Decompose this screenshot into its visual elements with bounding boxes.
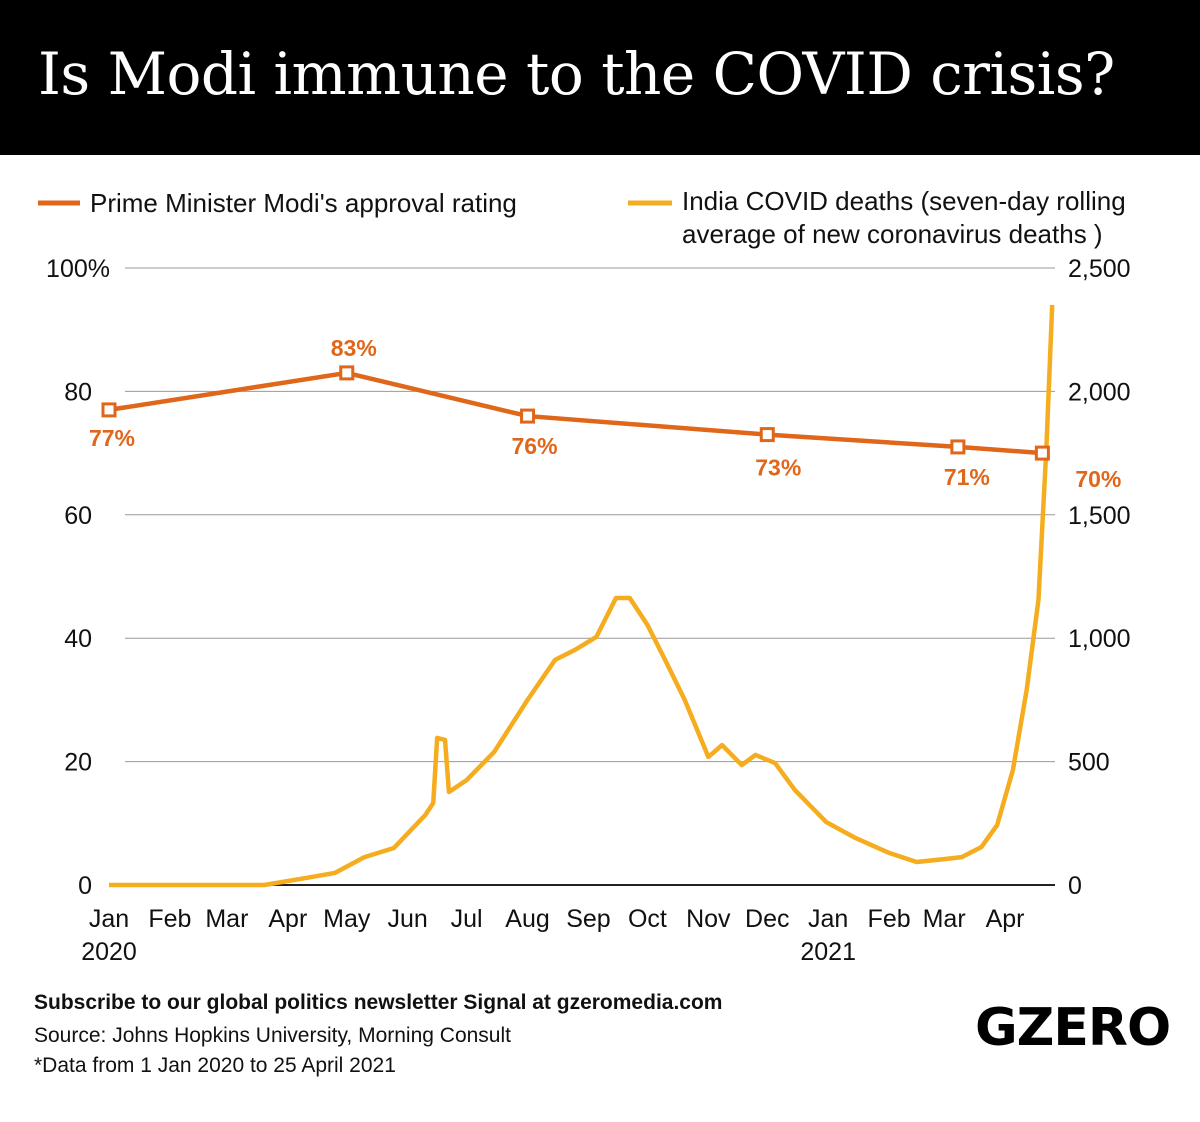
x-tick-label: Mar: [205, 905, 248, 933]
x-tick-label: Nov: [686, 905, 731, 933]
approval-marker: [101, 402, 117, 418]
approval-data-label: 70%: [1075, 466, 1121, 492]
x-year-label: 2021: [800, 938, 856, 966]
approval-data-label: 83%: [331, 335, 377, 361]
x-tick-label: Aug: [505, 905, 549, 933]
approval-data-label: 73%: [755, 455, 801, 481]
approval-marker: [339, 365, 355, 381]
left-tick-label: 20: [64, 749, 92, 777]
approval-data-label: 71%: [944, 464, 990, 490]
deaths-series: [109, 304, 1055, 888]
x-tick-label: Dec: [745, 905, 789, 933]
x-tick-label: Feb: [868, 905, 911, 933]
approval-data-label: 76%: [512, 433, 558, 459]
right-tick-label: 0: [1068, 872, 1082, 900]
x-tick-label: Sep: [566, 905, 610, 933]
legend-approval-label: Prime Minister Modi's approval rating: [90, 188, 517, 218]
gzero-logo: GZERO: [975, 998, 1171, 1058]
left-tick-label: 80: [64, 378, 92, 406]
approval-marker: [759, 427, 775, 443]
x-year-label: 2020: [81, 938, 137, 966]
x-tick-label: Jul: [451, 905, 483, 933]
title-bar: Is Modi immune to the COVID crisis?: [0, 0, 1200, 155]
legend-deaths-label-line2: average of new coronavirus deaths ): [682, 219, 1103, 249]
x-tick-label: Oct: [628, 905, 667, 933]
x-tick-label: Apr: [268, 905, 307, 933]
data-note: *Data from 1 Jan 2020 to 25 April 2021: [34, 1054, 396, 1077]
approval-marker: [520, 408, 536, 424]
legend-deaths-label-line1: India COVID deaths (seven-day rolling: [682, 186, 1126, 216]
right-tick-label: 1,000: [1068, 625, 1131, 653]
approval-data-label: 77%: [89, 425, 135, 451]
x-tick-label: Jun: [388, 905, 428, 933]
approval-marker: [1034, 445, 1050, 461]
x-tick-label: Apr: [986, 905, 1025, 933]
left-tick-label: 0: [78, 872, 92, 900]
right-tick-label: 2,500: [1068, 255, 1131, 283]
left-tick-label: 40: [64, 625, 92, 653]
x-tick-label: Mar: [923, 905, 966, 933]
right-axis: 0 500 1,000 1,500 2,000 2,500: [1068, 255, 1131, 900]
x-tick-label: Feb: [148, 905, 191, 933]
source-text: Source: Johns Hopkins University, Mornin…: [34, 1024, 511, 1047]
approval-marker: [950, 439, 966, 455]
page-title: Is Modi immune to the COVID crisis?: [38, 40, 1115, 108]
gridlines: [125, 267, 1055, 886]
approval-line: [108, 370, 1043, 456]
x-tick-label: Jan: [808, 905, 848, 933]
legend: Prime Minister Modi's approval rating In…: [38, 186, 1126, 249]
deaths-line: [109, 304, 1055, 888]
x-tick-label: May: [323, 905, 371, 933]
subscribe-text: Subscribe to our global politics newslet…: [34, 991, 723, 1014]
left-axis: 0 20 40 60 80 100%: [46, 255, 110, 900]
x-tick-label: Jan: [89, 905, 129, 933]
left-tick-label: 60: [64, 502, 92, 530]
approval-series: 77% 83% 76% 73% 71% 70%: [89, 335, 1121, 492]
right-tick-label: 1,500: [1068, 502, 1131, 530]
right-tick-label: 500: [1068, 749, 1110, 777]
left-tick-label: 100%: [46, 255, 110, 283]
x-axis: Jan 2020 Feb Mar Apr May Jun Jul Aug Sep Oct Nov Dec…: [81, 905, 1024, 966]
right-tick-label: 2,000: [1068, 378, 1131, 406]
